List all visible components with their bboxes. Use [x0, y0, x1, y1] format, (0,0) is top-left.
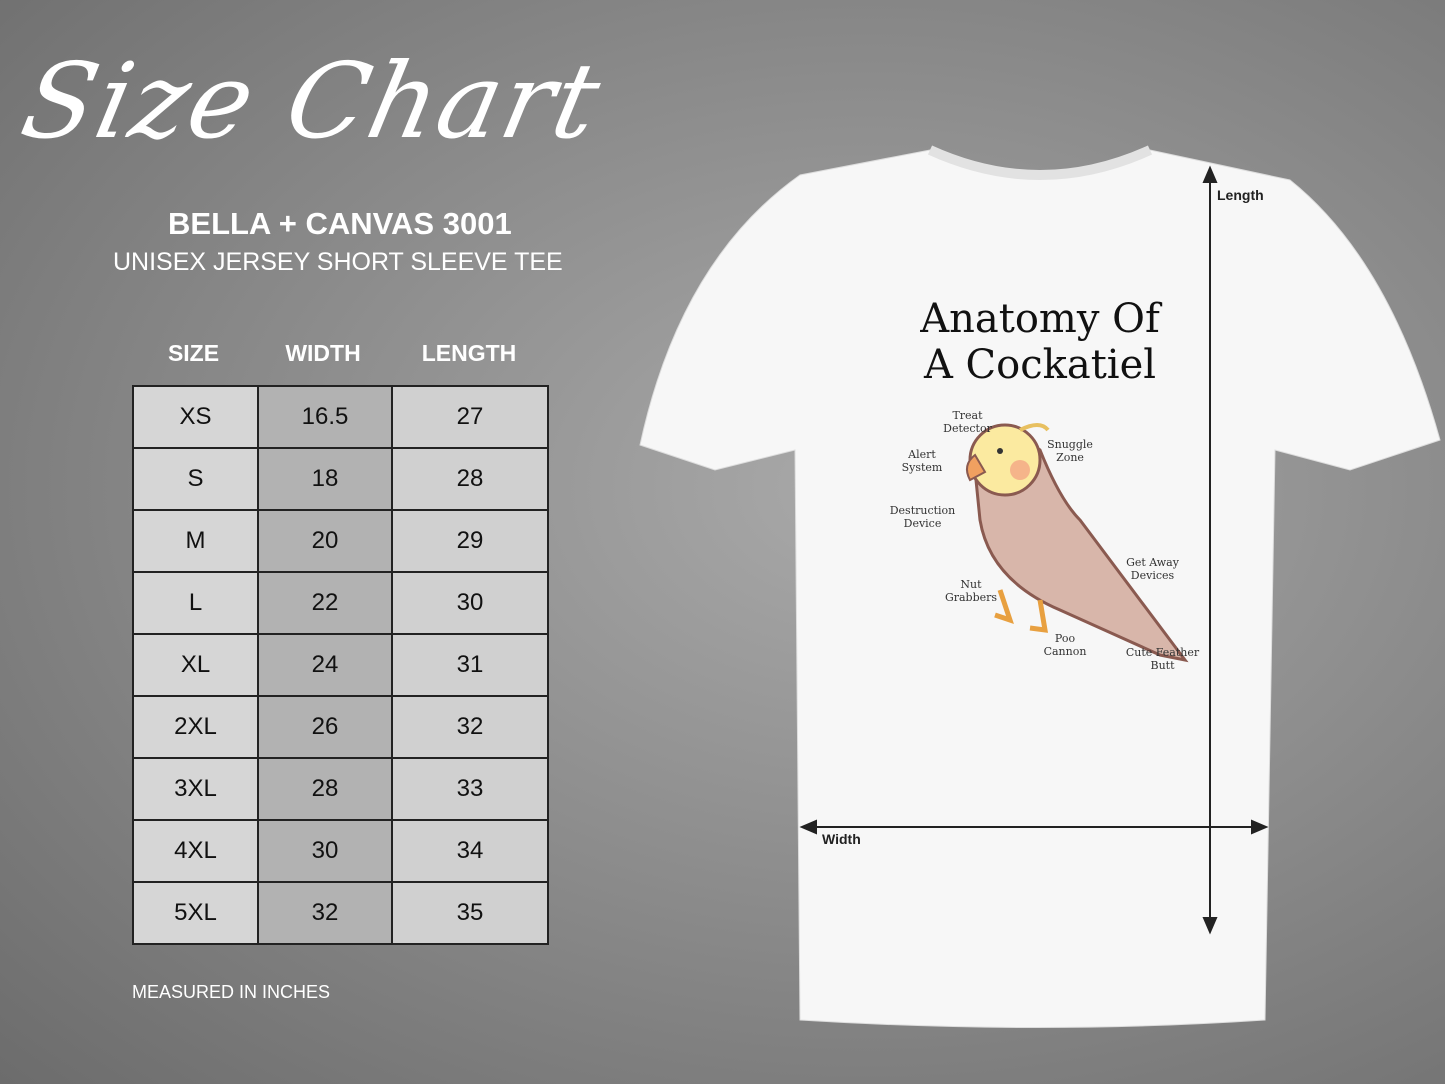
table-row: L 22 30	[132, 571, 549, 635]
length-cell: 35	[391, 881, 549, 945]
width-cell: 28	[257, 757, 393, 821]
length-cell: 34	[391, 819, 549, 883]
size-cell: 5XL	[132, 881, 259, 945]
length-cell: 31	[391, 633, 549, 697]
product-subtitle: UNISEX JERSEY SHORT SLEEVE TEE	[113, 248, 563, 276]
size-cell: XS	[132, 385, 259, 449]
table-row: XS 16.5 27	[132, 385, 549, 449]
column-header-length: LENGTH	[421, 340, 517, 366]
design-title-line2: A Cockatiel	[923, 342, 1157, 388]
table-row: S 18 28	[132, 447, 549, 511]
width-arrow	[799, 819, 1269, 835]
width-cell: 24	[257, 633, 393, 697]
design-label: Alert System	[901, 448, 943, 474]
size-cell: L	[132, 571, 259, 635]
length-arrow	[1202, 165, 1218, 935]
length-cell: 32	[391, 695, 549, 759]
design-title-line1: Anatomy Of	[920, 296, 1160, 342]
size-cell: 4XL	[132, 819, 259, 883]
width-cell: 18	[257, 447, 393, 511]
length-cell: 30	[391, 571, 549, 635]
width-cell: 26	[257, 695, 393, 759]
cockatiel-illustration	[965, 423, 1189, 663]
design-label: Nut Grabbers	[944, 578, 998, 604]
width-cell: 30	[257, 819, 393, 883]
design-label: Treat Detector	[943, 409, 992, 435]
length-cell: 27	[391, 385, 549, 449]
table-row: 2XL 26 32	[132, 695, 549, 759]
design-label: Get Away Devices	[1126, 556, 1179, 582]
units-note: MEASURED IN INCHES	[132, 982, 331, 1002]
size-table: XS 16.5 27 S 18 28 M 20 29 L 22 30 XL 24 31 2XL 26 32 3XL 2…	[132, 385, 549, 945]
length-cell: 29	[391, 509, 549, 573]
table-row: 4XL 30 34	[132, 819, 549, 883]
brand-model: BELLA + CANVAS 3001	[168, 206, 512, 241]
design-title: Anatomy Of A Cockatiel	[880, 296, 1200, 388]
column-header-width: WIDTH	[285, 340, 361, 366]
table-row: 5XL 32 35	[132, 881, 549, 945]
table-row: 3XL 28 33	[132, 757, 549, 821]
width-label: Width	[822, 831, 861, 847]
design-label: Cute Feather Butt	[1125, 646, 1200, 672]
size-cell: 3XL	[132, 757, 259, 821]
design-label: Poo Cannon	[1043, 632, 1087, 658]
width-cell: 16.5	[257, 385, 393, 449]
length-cell: 33	[391, 757, 549, 821]
table-row: M 20 29	[132, 509, 549, 573]
size-cell: 2XL	[132, 695, 259, 759]
size-cell: XL	[132, 633, 259, 697]
column-header-size: SIZE	[167, 340, 220, 366]
length-label: Length	[1217, 187, 1264, 203]
design-label: Snuggle Zone	[1047, 438, 1093, 464]
width-cell: 22	[257, 571, 393, 635]
width-cell: 20	[257, 509, 393, 573]
size-cell: S	[132, 447, 259, 511]
length-cell: 28	[391, 447, 549, 511]
design-label: Destruction Device	[889, 504, 956, 530]
width-cell: 32	[257, 881, 393, 945]
table-row: XL 24 31	[132, 633, 549, 697]
size-cell: M	[132, 509, 259, 573]
tshirt-collar	[927, 145, 1153, 180]
